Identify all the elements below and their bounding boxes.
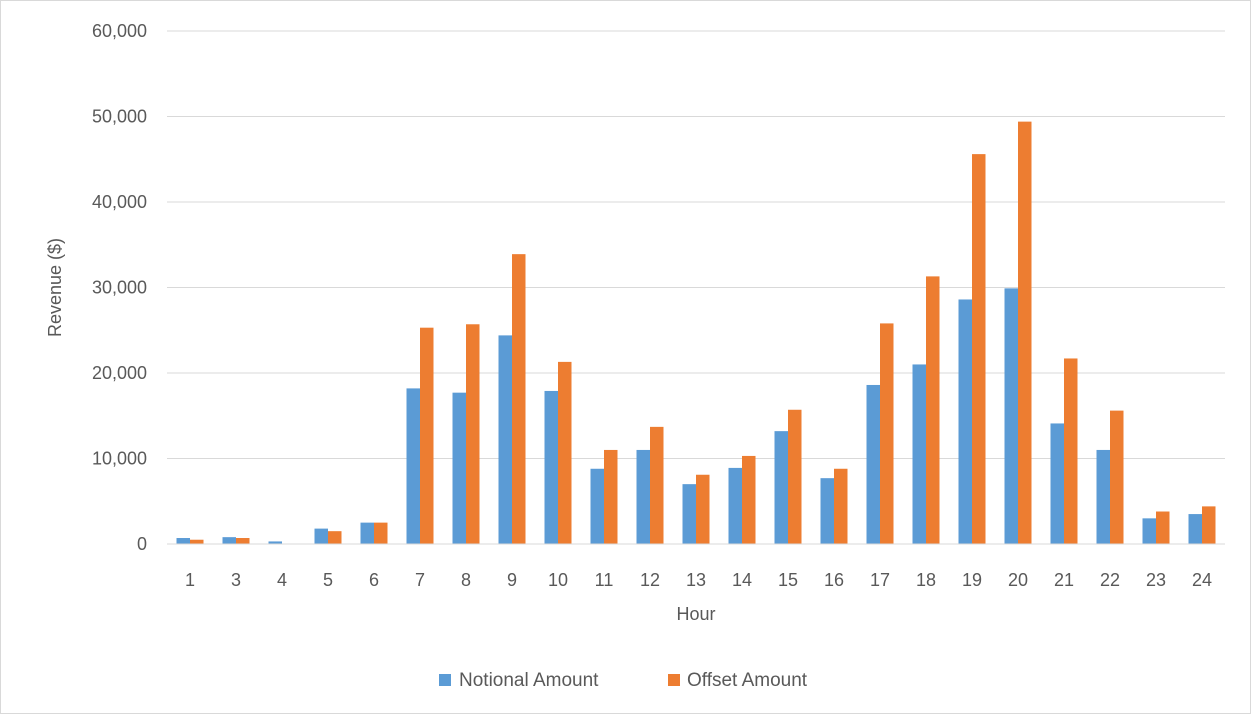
bar-notional [452,392,466,544]
x-tick-label: 18 [916,570,936,590]
x-tick-label: 17 [870,570,890,590]
bar-notional [912,364,926,544]
y-tick-label: 0 [137,534,147,554]
bar-notional [360,522,374,544]
x-tick-label: 16 [824,570,844,590]
legend-label-notional: Notional Amount [459,670,599,691]
bar-offset [236,538,250,544]
x-tick-label: 20 [1008,570,1028,590]
gridlines [167,30,1225,459]
x-tick-label: 11 [595,570,614,590]
y-tick-label: 60,000 [92,21,147,41]
bar-offset [328,531,342,544]
bar-notional [1004,288,1018,544]
bar-notional [268,541,282,544]
bar-offset [1064,358,1078,544]
bar-notional [866,384,880,544]
y-axis-tick-labels: 0 10,000 20,000 30,000 40,000 50,000 60,000 [92,21,147,554]
bar-notional [682,484,696,544]
bar-notional [1096,449,1110,544]
y-tick-label: 30,000 [92,278,147,298]
x-tick-label: 15 [778,570,798,590]
bar-notional [636,449,650,544]
bar-offset [696,474,710,544]
legend-swatch-notional [439,674,451,686]
x-axis-title: Hour [676,604,715,624]
bar-offset [190,539,204,544]
x-tick-label: 12 [640,570,660,590]
bar-notional [1188,514,1202,544]
bar-offset [972,154,986,544]
x-tick-label: 6 [369,570,379,590]
bar-notional [176,538,190,544]
legend-label-offset: Offset Amount [687,670,808,691]
bar-offset [512,254,526,544]
bar-offset [604,449,618,544]
bar-offset [1156,511,1170,544]
bar-notional [544,390,558,544]
bar-offset [1110,410,1124,544]
x-tick-label: 1 [185,570,195,590]
x-axis-tick-labels: 1 3 4 5 6 7 8 9 10 11 12 13 14 15 16 17 18 19 20 21 22 23 24 [185,570,1212,590]
bar-notional [314,528,328,544]
bar-notional [222,537,236,544]
x-tick-label: 23 [1146,570,1166,590]
x-tick-label: 4 [277,570,287,590]
bar-offset [374,522,388,544]
bar-offset [742,455,756,544]
legend: Notional Amount Offset Amount [439,670,808,691]
bar-notional [406,388,420,544]
bar-offset [558,361,572,544]
bar-notional [958,299,972,544]
bar-offset [466,324,480,544]
x-tick-label: 8 [461,570,471,590]
x-tick-label: 3 [231,570,241,590]
y-axis-title: Revenue ($) [45,238,65,337]
bar-offset [880,323,894,544]
x-tick-label: 9 [507,570,517,590]
bars [176,121,1216,544]
y-tick-label: 40,000 [92,192,147,212]
x-tick-label: 13 [686,570,706,590]
x-tick-label: 14 [732,570,752,590]
x-tick-label: 10 [548,570,568,590]
x-tick-label: 22 [1100,570,1120,590]
y-tick-label: 50,000 [92,107,147,127]
bar-offset [650,426,664,544]
y-tick-label: 20,000 [92,363,147,383]
bar-notional [590,468,604,544]
x-tick-label: 21 [1054,570,1074,590]
y-tick-label: 10,000 [92,449,147,469]
bar-offset [926,276,940,544]
bar-notional [774,431,788,544]
x-tick-label: 24 [1192,570,1212,590]
x-tick-label: 5 [323,570,333,590]
x-tick-label: 7 [415,570,425,590]
bar-offset [788,409,802,544]
bar-notional [728,467,742,544]
bar-notional [1142,518,1156,544]
bar-offset [1018,121,1032,544]
bar-offset [834,468,848,544]
x-tick-label: 19 [962,570,982,590]
bar-notional [1050,423,1064,544]
bar-offset [420,327,434,544]
bar-notional [820,478,834,544]
bar-notional [498,335,512,544]
bar-offset [1202,506,1216,544]
legend-swatch-offset [668,674,680,686]
